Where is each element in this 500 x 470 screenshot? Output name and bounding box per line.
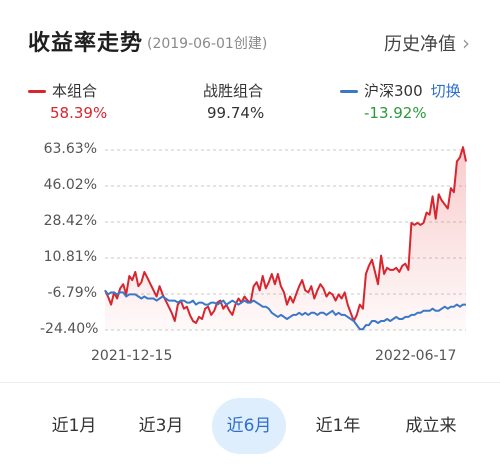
x-tick-start: 2021-12-15 <box>91 348 173 364</box>
tab-since-inception[interactable]: 成立来 <box>405 416 457 436</box>
history-nav-label: 历史净值 <box>384 34 456 55</box>
series-line-portfolio <box>104 146 467 324</box>
history-nav-button[interactable]: 历史净值 › <box>384 30 470 56</box>
chart-title: 收益率走势 <box>28 31 144 56</box>
legend-beat-value: 99.74% <box>207 104 265 122</box>
tab-1-year[interactable]: 近1年 <box>315 416 361 436</box>
legend-beat-name: 战胜组合 <box>203 82 264 100</box>
portfolio-line-icon <box>28 90 46 93</box>
y-tick-label: -6.79% <box>47 284 97 301</box>
chevron-right-icon: › <box>462 31 470 55</box>
tab-1-month[interactable]: 近1月 <box>51 416 97 436</box>
tab-6-months[interactable]: 近6月 <box>212 398 286 454</box>
created-date: (2019-06-01创建) <box>147 36 268 52</box>
chart-plot <box>104 146 467 331</box>
y-tick-label: -24.40% <box>40 321 99 337</box>
y-tick-label: 46.02% <box>43 177 97 193</box>
legend-portfolio-value: 58.39% <box>50 104 108 122</box>
divider <box>0 382 500 383</box>
y-tick-label: 63.63% <box>43 141 97 157</box>
y-tick-label: 28.42% <box>43 212 97 229</box>
legend-portfolio-name: 本组合 <box>52 82 98 100</box>
period-tabs: 近1月 近3月 近6月 近1年 成立来 <box>0 398 500 454</box>
y-tick-label: 10.81% <box>43 249 97 265</box>
index-line-icon <box>340 90 358 93</box>
legend-index-value: -13.92% <box>364 104 427 122</box>
switch-benchmark-button[interactable]: 切换 <box>430 82 461 100</box>
legend-portfolio: 本组合 <box>28 80 97 101</box>
series-layer <box>104 146 467 331</box>
tab-3-months[interactable]: 近3月 <box>138 416 184 436</box>
series-area-portfolio <box>105 147 466 330</box>
legend-index-name: 沪深300 <box>364 82 423 100</box>
legend-index: 沪深300 切换 <box>340 80 461 101</box>
x-tick-end: 2022-06-17 <box>375 348 457 364</box>
series-line-index <box>104 289 466 331</box>
legend: 本组合 58.39% 战胜组合 99.74% 沪深300 切换 -13.92% <box>0 76 500 126</box>
